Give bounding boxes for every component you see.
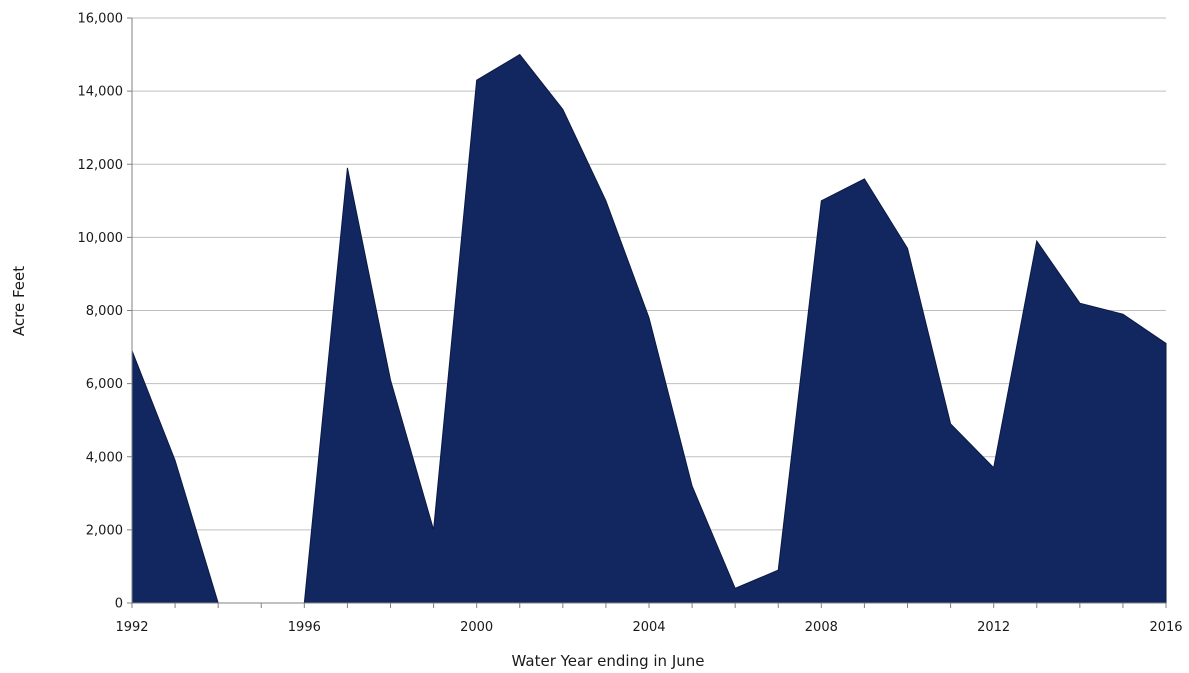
axes [127,17,1167,608]
area-series [131,53,1167,604]
x-tick-label: 2004 [632,620,665,635]
x-tick-label: 2008 [805,620,838,635]
x-tick-label: 2016 [1149,620,1182,635]
y-tick-label: 4,000 [86,450,123,465]
x-tick-labels: 1992 1996 2000 2004 2008 2012 2016 [115,620,1182,635]
y-tick-label: 0 [115,597,123,612]
area-fill [131,53,1167,604]
y-tick-label: 6,000 [86,377,123,392]
y-tick-label: 8,000 [86,304,123,319]
x-tick-label: 2000 [460,620,493,635]
y-tick-label: 12,000 [78,158,124,173]
y-tick-label: 16,000 [78,12,124,27]
y-axis-title: Acre Feet [10,266,28,336]
y-tick-labels: 0 2,000 4,000 6,000 8,000 10,000 12,000 14,000 1… [78,12,124,612]
y-tick-label: 2,000 [86,523,123,538]
y-tick-label: 10,000 [78,231,124,246]
y-tick-label: 14,000 [78,85,124,100]
x-tick-label: 1992 [115,620,148,635]
x-axis-title: Water Year ending in June [512,652,705,670]
x-tick-label: 1996 [288,620,321,635]
x-tick-label: 2012 [977,620,1010,635]
